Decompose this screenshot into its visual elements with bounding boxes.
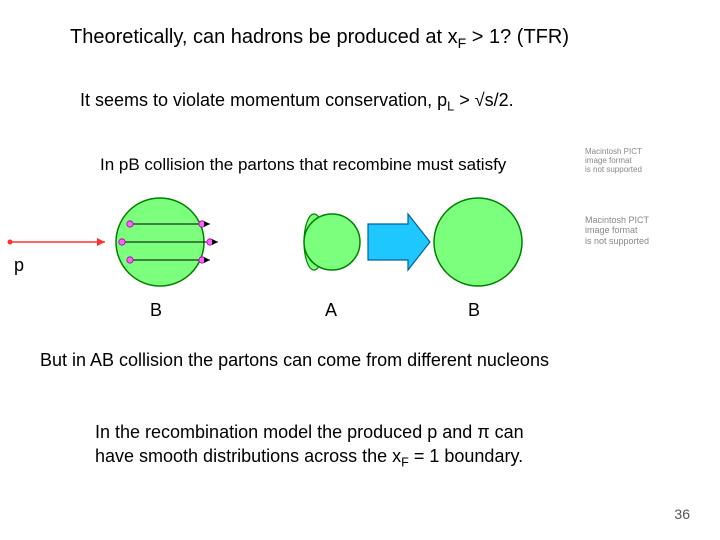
proton-label: p: [14, 255, 24, 276]
parton-arrow-0: [204, 221, 210, 227]
recombination-line: In the recombination model the produced …: [95, 420, 524, 472]
beam-arrowhead: [97, 238, 105, 246]
line4-b: have smooth distributions across the x: [95, 446, 401, 466]
parton-dot-l-2: [127, 257, 133, 263]
parton-dot-l-1: [119, 239, 125, 245]
nucleon-b2: [434, 198, 522, 286]
line4-a: In the recombination model the produced …: [95, 422, 524, 442]
parton-arrow-2: [204, 257, 210, 263]
line4-sub: F: [401, 456, 409, 470]
page-number: 36: [674, 506, 690, 522]
label-b1: B: [150, 300, 162, 321]
ab-collision-line: But in AB collision the partons can come…: [40, 350, 549, 371]
transfer-arrow: [368, 214, 430, 270]
line4-c: = 1 boundary.: [409, 446, 523, 466]
label-a: A: [325, 300, 337, 321]
parton-dot-l-0: [127, 221, 133, 227]
beam-origin: [8, 240, 13, 245]
line3-text: But in AB collision the partons can come…: [40, 350, 549, 370]
nucleon-a: [304, 214, 360, 270]
parton-arrow-1: [212, 239, 218, 245]
label-b2: B: [468, 300, 480, 321]
